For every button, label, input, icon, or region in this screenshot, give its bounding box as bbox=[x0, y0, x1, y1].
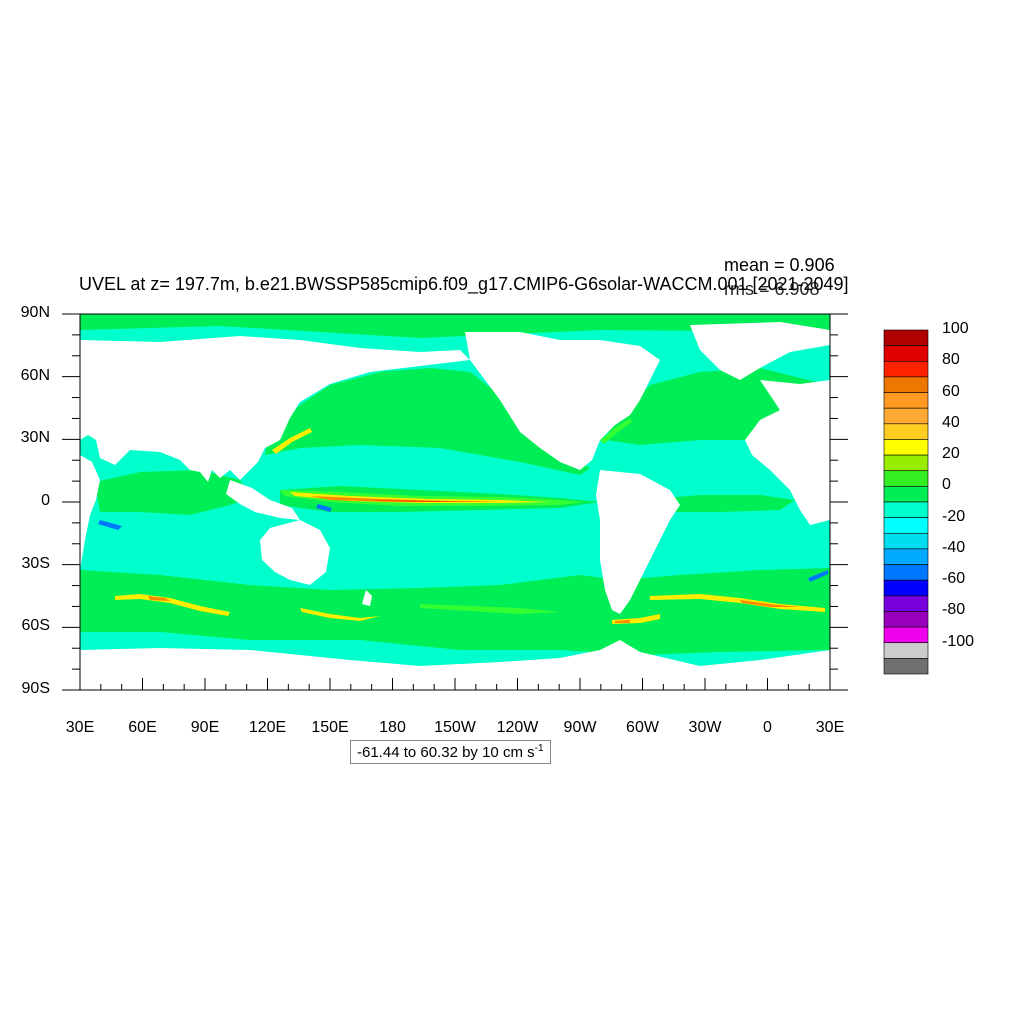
acc-jet-drake-core bbox=[615, 620, 630, 623]
plot-title: UVEL at z= 197.7m, b.e21.BWSSP585cmip6.f… bbox=[79, 274, 849, 294]
colorbar-swatch bbox=[883, 392, 929, 409]
landmass-north-america bbox=[465, 332, 660, 470]
colorbar-swatch bbox=[883, 501, 929, 518]
acc-jet-atlantic bbox=[650, 594, 825, 612]
colorbar-swatch bbox=[883, 611, 929, 628]
landmass-africa bbox=[80, 455, 100, 570]
axis-ticks bbox=[62, 313, 848, 691]
colorbar-swatch bbox=[883, 548, 929, 565]
acc-jet-pacific bbox=[300, 608, 380, 621]
acc-jet-central bbox=[420, 604, 560, 614]
x-tick-label: 90E bbox=[190, 719, 220, 736]
x-tick-label: 180 bbox=[379, 719, 406, 736]
colorbar-label: 60 bbox=[942, 382, 960, 400]
indian-ocean-band bbox=[95, 470, 250, 515]
y-tick-label: 90N bbox=[20, 304, 50, 321]
colorbar-label: 80 bbox=[942, 351, 960, 369]
landmass-eurasia bbox=[80, 336, 470, 482]
y-tick-label: 90S bbox=[21, 680, 50, 697]
x-tick-label: 30W bbox=[688, 719, 722, 736]
colorbar bbox=[883, 329, 929, 675]
colorbar-swatch bbox=[883, 595, 929, 612]
colorbar-swatch bbox=[883, 642, 929, 659]
y-tick-label: 60S bbox=[21, 617, 50, 635]
colorbar-swatch bbox=[883, 658, 929, 675]
landmass-antarctica bbox=[80, 640, 830, 690]
y-tick-label: 60N bbox=[20, 366, 50, 384]
colorbar-label: -20 bbox=[942, 507, 966, 525]
colorbar-swatch bbox=[883, 486, 929, 503]
atlantic-equatorial-band bbox=[640, 495, 795, 512]
north-pacific-band bbox=[265, 368, 590, 475]
southern-ocean-band bbox=[80, 568, 830, 655]
colorbar-swatch bbox=[883, 345, 929, 362]
y-tick-label: 30S bbox=[21, 554, 50, 572]
contour-range-unit-exponent: -1 bbox=[534, 743, 544, 754]
landmass-south-america bbox=[596, 470, 680, 614]
equatorial-undercurrent-core bbox=[310, 496, 500, 502]
kuroshio-jet bbox=[272, 428, 312, 454]
acc-jet-indian bbox=[115, 594, 230, 616]
x-tick-label: 0 bbox=[763, 719, 772, 736]
contour-range-text: -61.44 to 60.32 by 10 cm s bbox=[357, 744, 535, 761]
x-tick-label: 30E bbox=[815, 719, 845, 736]
acc-jet-indian-core bbox=[148, 596, 170, 601]
colorbar-swatch bbox=[883, 517, 929, 534]
colorbar-swatch bbox=[883, 439, 929, 456]
colorbar-label: 20 bbox=[942, 445, 960, 463]
colorbar-label: 100 bbox=[942, 320, 969, 337]
contour-range-box: -61.44 to 60.32 by 10 cm s-1 bbox=[350, 740, 551, 764]
y-tick-label: 0 bbox=[41, 492, 50, 509]
gulf-stream-jet bbox=[600, 418, 632, 444]
colorbar-swatch bbox=[883, 423, 929, 440]
colorbar-swatch bbox=[883, 579, 929, 597]
x-tick-label: 30E bbox=[65, 719, 95, 736]
westward-current-indian bbox=[98, 520, 122, 530]
arctic-band bbox=[80, 314, 830, 338]
stat-mean: mean = 0.906 bbox=[724, 255, 835, 275]
colorbar-label: -60 bbox=[942, 570, 966, 588]
acc-jet-atlantic-core bbox=[740, 600, 800, 607]
westward-current-pacific bbox=[316, 504, 332, 512]
landmass-greenland bbox=[690, 322, 830, 380]
colorbar-swatch bbox=[883, 407, 929, 425]
x-tick-label: 120E bbox=[248, 719, 287, 736]
x-tick-label: 120W bbox=[496, 719, 539, 736]
colorbar-label: 0 bbox=[942, 476, 951, 494]
colorbar-swatch bbox=[883, 376, 929, 393]
colorbar-label: -100 bbox=[942, 632, 975, 650]
colorbar-swatch bbox=[883, 360, 929, 378]
equatorial-undercurrent-max bbox=[370, 500, 470, 502]
x-tick-label: 60W bbox=[626, 719, 659, 736]
land bbox=[80, 322, 830, 690]
landmass-new-zealand bbox=[362, 590, 372, 606]
colorbar-label: -80 bbox=[942, 601, 966, 619]
x-tick-label: 150E bbox=[311, 719, 349, 736]
landmass-europe-africa-east bbox=[745, 380, 830, 525]
westward-current-atlantic bbox=[808, 570, 828, 582]
colorbar-label: 40 bbox=[942, 413, 960, 431]
colorbar-swatch bbox=[883, 564, 929, 581]
colorbar-swatch bbox=[883, 470, 929, 487]
landmass-australia bbox=[260, 520, 330, 585]
colorbar-label: -40 bbox=[942, 538, 966, 556]
colorbar-swatch bbox=[883, 329, 929, 346]
colorbar-swatch bbox=[883, 532, 929, 550]
x-tick-label: 60E bbox=[128, 719, 157, 736]
x-tick-label: 90W bbox=[563, 719, 597, 736]
landmass-southeast-asia bbox=[226, 480, 300, 520]
colorbar-swatch bbox=[883, 626, 929, 644]
y-tick-label: 30N bbox=[20, 429, 50, 447]
x-tick-label: 150W bbox=[434, 719, 476, 736]
stat-rms: rms = 6.908 bbox=[724, 279, 820, 299]
colorbar-swatch bbox=[883, 454, 929, 472]
